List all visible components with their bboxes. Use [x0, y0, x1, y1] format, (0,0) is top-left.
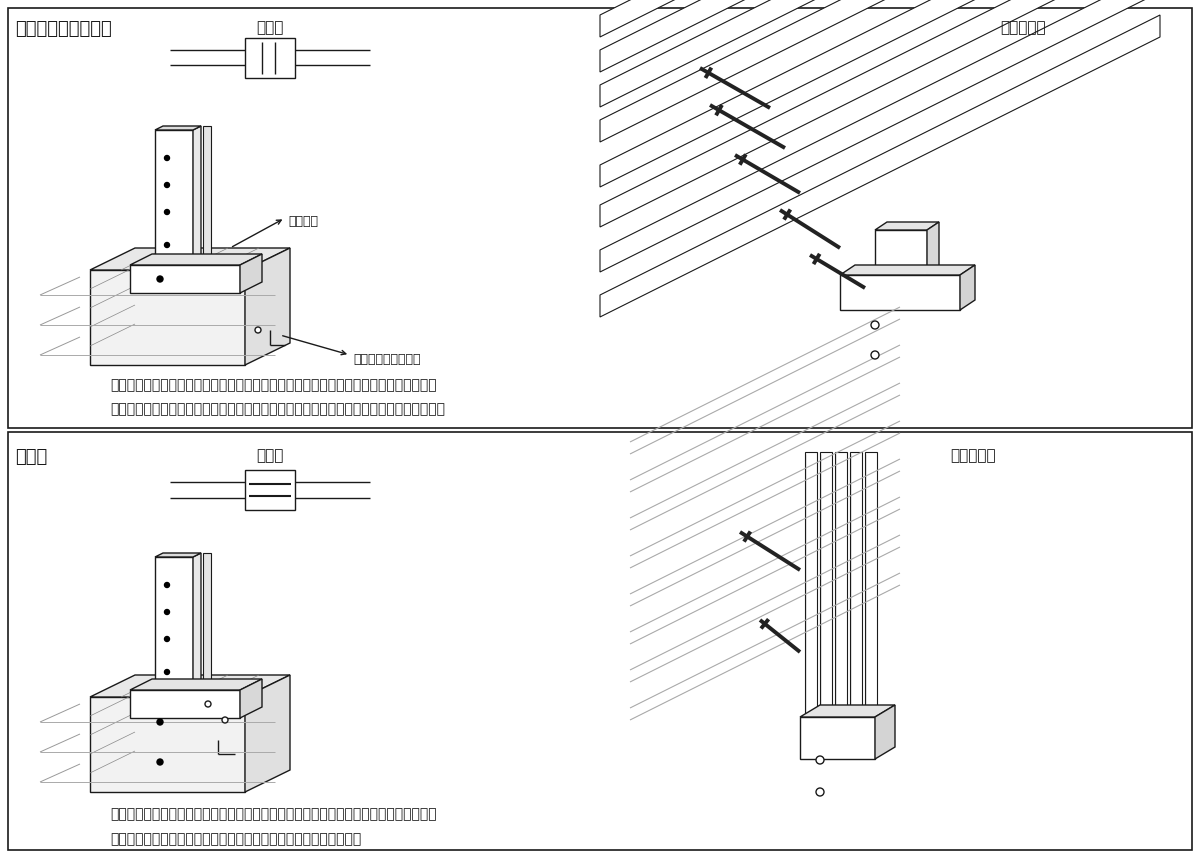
Polygon shape	[800, 717, 875, 759]
Circle shape	[164, 156, 169, 161]
Polygon shape	[245, 248, 290, 365]
Polygon shape	[875, 222, 940, 230]
Polygon shape	[8, 8, 1192, 428]
Circle shape	[816, 756, 824, 764]
Polygon shape	[928, 222, 940, 280]
Polygon shape	[90, 697, 245, 792]
Polygon shape	[600, 0, 1160, 142]
Circle shape	[871, 351, 878, 359]
Polygon shape	[840, 275, 960, 310]
Polygon shape	[875, 230, 928, 280]
Text: 上図右のように竹垣など、柱の側面へのビス打ちに適しています。: 上図右のように竹垣など、柱の側面へのビス打ちに適しています。	[110, 832, 361, 846]
Text: 柱取り付け用の爪が、上図左のようにブロックの連続方向と平行になっていますので、: 柱取り付け用の爪が、上図左のようにブロックの連続方向と平行になっていますので、	[110, 807, 437, 821]
Polygon shape	[850, 452, 862, 742]
Circle shape	[164, 210, 169, 215]
Polygon shape	[875, 705, 895, 759]
Circle shape	[164, 242, 169, 247]
Polygon shape	[800, 705, 895, 717]
Circle shape	[816, 788, 824, 796]
Polygon shape	[130, 679, 262, 690]
Circle shape	[164, 182, 169, 187]
Polygon shape	[600, 0, 1160, 72]
Polygon shape	[155, 553, 202, 557]
Polygon shape	[155, 557, 193, 702]
Circle shape	[222, 717, 228, 723]
Polygon shape	[600, 0, 1160, 107]
Polygon shape	[155, 130, 193, 275]
Polygon shape	[600, 0, 1160, 187]
Text: ビス止め例: ビス止め例	[950, 448, 996, 463]
Circle shape	[157, 759, 163, 765]
Polygon shape	[600, 0, 1160, 37]
Circle shape	[164, 669, 169, 675]
Text: 上面図: 上面図	[257, 20, 283, 35]
Polygon shape	[203, 553, 211, 698]
Polygon shape	[835, 452, 847, 742]
Polygon shape	[240, 679, 262, 718]
Circle shape	[164, 582, 169, 587]
Circle shape	[164, 609, 169, 615]
Text: 上面図: 上面図	[257, 448, 283, 463]
Text: ビス止め例: ビス止め例	[1000, 20, 1045, 35]
Polygon shape	[245, 470, 295, 510]
Polygon shape	[600, 0, 1160, 227]
Text: 柱取り付け用の爪が、上図左のようにブロックの連続方向と垂直になっていますので、: 柱取り付け用の爪が、上図左のようにブロックの連続方向と垂直になっていますので、	[110, 378, 437, 392]
Circle shape	[205, 701, 211, 707]
Polygon shape	[130, 254, 262, 265]
Text: ブロックの連続方向: ブロックの連続方向	[353, 353, 420, 366]
Text: 竹垣用: 竹垣用	[14, 448, 47, 466]
Text: 上図右のようにスタイルフェンスなど、ブロックの正面からのビス打ちに適しています。: 上図右のようにスタイルフェンスなど、ブロックの正面からのビス打ちに適しています。	[110, 402, 445, 416]
Polygon shape	[600, 15, 1160, 317]
Circle shape	[157, 719, 163, 725]
Polygon shape	[203, 126, 211, 271]
Circle shape	[164, 637, 169, 641]
Polygon shape	[193, 126, 202, 275]
Polygon shape	[245, 38, 295, 78]
Polygon shape	[240, 254, 262, 293]
Circle shape	[256, 327, 262, 333]
Polygon shape	[90, 675, 290, 697]
Polygon shape	[245, 675, 290, 792]
Polygon shape	[8, 432, 1192, 850]
Polygon shape	[193, 553, 202, 702]
Polygon shape	[155, 126, 202, 130]
Polygon shape	[960, 265, 974, 310]
Polygon shape	[90, 248, 290, 270]
Text: 爪の向き: 爪の向き	[288, 215, 318, 228]
Circle shape	[871, 321, 878, 329]
Polygon shape	[840, 265, 974, 275]
Text: スタイルフェンス用: スタイルフェンス用	[14, 20, 112, 38]
Polygon shape	[865, 452, 877, 742]
Polygon shape	[600, 0, 1160, 272]
Polygon shape	[130, 265, 240, 293]
Polygon shape	[820, 452, 832, 742]
Polygon shape	[805, 452, 817, 742]
Polygon shape	[90, 270, 245, 365]
Circle shape	[157, 276, 163, 282]
Polygon shape	[130, 690, 240, 718]
